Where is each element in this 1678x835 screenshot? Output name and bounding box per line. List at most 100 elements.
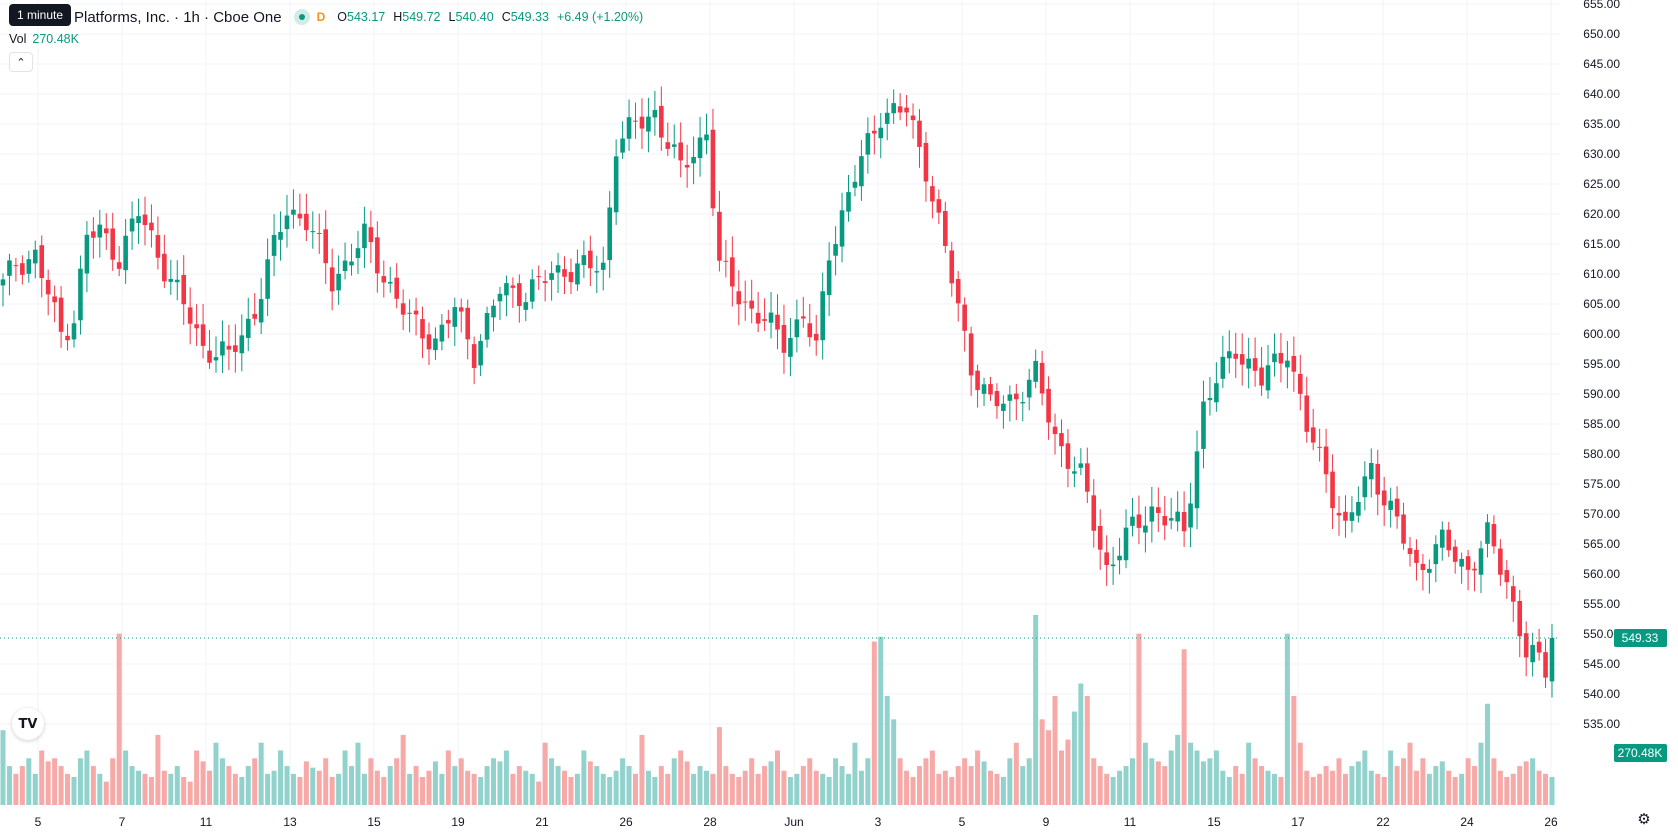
delay-badge[interactable]: D [316, 10, 326, 24]
candle-body [123, 235, 128, 271]
candle-body [258, 299, 264, 323]
market-status-icon[interactable] [293, 9, 310, 25]
candle-body [1491, 524, 1497, 547]
volume-bar [265, 773, 271, 805]
volume-bar [839, 766, 845, 805]
candle-body [1381, 490, 1387, 506]
candle-body [839, 210, 845, 247]
candle-body [897, 106, 903, 113]
candle-body [375, 237, 380, 274]
candle-body [58, 297, 64, 332]
volume-bar [1407, 742, 1413, 805]
price-tick-label: 620.00 [1583, 207, 1620, 221]
volume-bar [691, 773, 697, 805]
volume-bar [439, 773, 445, 805]
candle-body [220, 341, 225, 356]
candle-body [284, 215, 290, 230]
candle-body [872, 130, 877, 134]
symbol-legend: Platforms, Inc. · 1h · Cboe One D O543.1… [8, 6, 643, 28]
candle-body [1317, 446, 1322, 448]
candle-body [697, 137, 703, 159]
time-tick-label: 15 [1207, 815, 1221, 829]
volume-bar [1355, 761, 1361, 805]
volume-bar [1472, 766, 1478, 805]
volume-bar [716, 727, 722, 805]
candle-body [162, 253, 167, 282]
candle-body [1446, 529, 1452, 551]
chevron-up-icon: ⌃ [16, 56, 26, 69]
volume-bar [620, 758, 626, 805]
candle-body [278, 232, 283, 240]
candle-body [607, 207, 612, 261]
candle-body [1349, 512, 1355, 521]
volume-bar [200, 761, 206, 805]
candlestick-series [0, 86, 1555, 698]
volume-bar [1078, 683, 1084, 805]
candle-body [355, 248, 361, 259]
volume-bar [710, 773, 716, 805]
candle-body [336, 273, 341, 291]
candle-body [742, 301, 748, 303]
volume-bar [1452, 776, 1458, 805]
candle-body [1007, 394, 1013, 401]
candle-body [1020, 402, 1026, 404]
candle-body [213, 357, 219, 361]
high-value: 549.72 [402, 10, 441, 24]
candle-body [1323, 446, 1329, 475]
time-tick-label: 26 [1544, 815, 1558, 829]
candle-body [807, 323, 813, 338]
candle-body [1485, 522, 1490, 544]
candle-body [39, 245, 45, 279]
volume-bar [562, 770, 568, 805]
time-tick-label: 3 [875, 815, 882, 829]
candle-body [1362, 476, 1368, 498]
candle-body [291, 209, 296, 215]
candle-body [994, 391, 1000, 407]
candle-body [1414, 549, 1419, 563]
volume-legend[interactable]: Vol 270.48K [9, 32, 79, 46]
candle-body [458, 307, 464, 312]
volume-bar [897, 758, 903, 805]
candle-body [1110, 564, 1116, 567]
candle-body [1510, 586, 1516, 602]
volume-bar [13, 773, 19, 805]
volume-bar [1252, 758, 1258, 805]
volume-bar [1310, 776, 1316, 805]
collapse-legend-button[interactable]: ⌃ [9, 52, 33, 72]
candle-body [1052, 426, 1058, 435]
candle-body [381, 276, 387, 283]
candle-body [678, 142, 683, 161]
candle-body [588, 250, 593, 269]
volume-bar [123, 750, 129, 805]
volume-bar [781, 770, 787, 805]
candle-body [1072, 471, 1077, 474]
symbol-title[interactable]: Platforms, Inc. · 1h · Cboe One [74, 8, 282, 26]
candle-body [730, 257, 735, 287]
volume-bar [342, 750, 348, 805]
volume-bar [1362, 750, 1368, 805]
volume-bar [1065, 739, 1071, 805]
volume-bar [420, 776, 426, 805]
candle-body [129, 218, 135, 232]
volume-bar [116, 633, 122, 805]
candle-body [1155, 507, 1161, 513]
gear-icon[interactable]: ⚙ [1637, 811, 1651, 828]
volume-bar [1168, 750, 1174, 805]
candle-body [749, 300, 754, 309]
volume-bar [671, 758, 677, 805]
volume-bar [394, 758, 400, 805]
time-tick-label: 9 [1043, 815, 1050, 829]
candle-body [801, 316, 806, 319]
candle-body [826, 260, 832, 296]
candle-body [691, 157, 696, 164]
candle-body [1478, 548, 1484, 575]
candle-body [620, 138, 625, 153]
volume-bar [1517, 766, 1523, 805]
candle-body [426, 334, 432, 350]
volume-bar [1284, 633, 1290, 805]
volume-bar [1426, 773, 1432, 805]
candle-body [575, 263, 580, 285]
tradingview-logo[interactable]: TV [12, 708, 44, 740]
price-tick-label: 585.00 [1583, 417, 1620, 431]
